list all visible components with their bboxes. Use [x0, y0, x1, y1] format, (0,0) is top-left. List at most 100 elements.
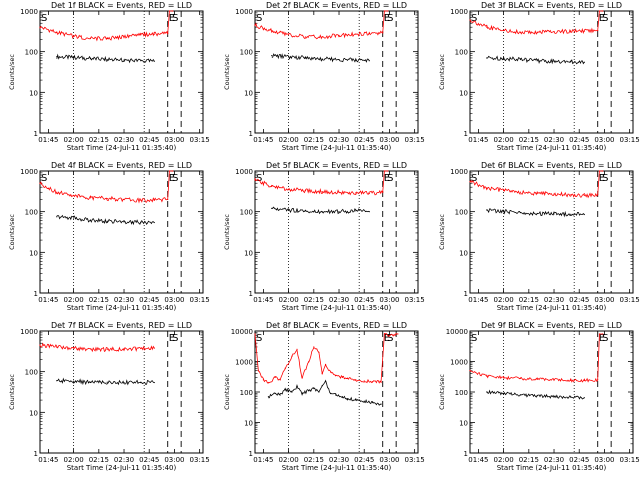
y-tick-label: 1000	[450, 8, 468, 16]
data-point-lld	[284, 367, 286, 369]
data-point-lld	[597, 379, 599, 381]
x-tick-label: 02:00	[279, 296, 299, 304]
marker-label-s: S	[172, 333, 178, 344]
y-tick-label: 10	[459, 249, 468, 257]
x-tick-label: 02:15	[519, 456, 539, 464]
x-tick-label: 03:00	[379, 136, 399, 144]
data-point-events	[153, 60, 155, 62]
data-point-lld	[262, 379, 265, 381]
data-point-lld	[380, 381, 382, 383]
data-point-events	[355, 399, 357, 401]
x-axis-label: Start Time (24-Jul-11 01:35:40)	[67, 304, 177, 312]
data-point-events	[153, 221, 155, 224]
series-line-lld	[469, 333, 603, 383]
data-point-lld	[39, 344, 41, 346]
data-point-events	[519, 394, 522, 396]
x-tick-label: 02:45	[569, 456, 589, 464]
chart-panel-8: Det 8f BLACK = Events, RED = LLD 1 10 100 10…	[223, 321, 425, 472]
marker-label-e: E	[384, 333, 390, 344]
x-tick-label: 02:00	[494, 296, 514, 304]
data-point-events	[288, 56, 290, 58]
marker-label-e: E	[169, 13, 175, 24]
data-point-lld	[503, 377, 505, 379]
data-point-events	[274, 392, 276, 394]
data-point-lld	[387, 10, 389, 12]
data-point-events	[106, 220, 108, 222]
x-tick-label: 03:00	[164, 136, 184, 144]
marker-label-s: S	[256, 13, 262, 24]
data-point-lld	[274, 376, 276, 379]
x-axis-label: Start Time (24-Jul-11 01:35:40)	[497, 304, 607, 312]
data-point-lld	[106, 37, 108, 40]
chart-panel-9: Det 9f BLACK = Events, RED = LLD 1 10 100 10…	[438, 321, 640, 472]
y-axis-label: Counts/sec	[223, 214, 231, 250]
marker-label-e: E	[384, 173, 390, 184]
data-point-lld	[89, 37, 92, 40]
data-point-lld	[368, 32, 370, 35]
y-tick-label: 1000	[450, 359, 468, 367]
data-point-lld	[321, 36, 323, 38]
data-point-events	[318, 391, 320, 393]
data-point-events	[324, 380, 327, 383]
data-point-events	[553, 396, 555, 398]
data-point-events	[583, 61, 585, 63]
x-tick-label: 02:30	[329, 296, 349, 304]
data-point-events	[330, 392, 332, 394]
y-tick-label: 100	[240, 49, 253, 57]
x-tick-label: 02:45	[139, 456, 159, 464]
data-point-lld	[257, 370, 259, 372]
x-tick-label: 01:45	[38, 456, 58, 464]
data-point-lld	[338, 34, 340, 37]
data-point-lld	[536, 378, 538, 380]
data-point-lld	[383, 10, 385, 12]
data-point-lld	[279, 379, 281, 381]
x-tick-label: 02:00	[64, 456, 84, 464]
chart-panel-3: Det 3f BLACK = Events, RED = LLD 1 10 100 10…	[438, 1, 640, 152]
data-point-events	[123, 381, 125, 384]
data-point-lld	[56, 31, 58, 33]
data-point-events	[56, 56, 58, 58]
x-axis-label: Start Time (24-Jul-11 01:35:40)	[282, 464, 392, 472]
x-axis-label: Start Time (24-Jul-11 01:35:40)	[497, 464, 607, 472]
data-point-lld	[73, 347, 75, 349]
data-point-lld	[346, 377, 349, 379]
data-point-lld	[597, 194, 599, 196]
chart-title: Det 3f BLACK = Events, RED = LLD	[481, 1, 622, 10]
data-point-lld	[291, 355, 293, 357]
x-tick-label: 02:00	[64, 136, 84, 144]
data-point-lld	[330, 371, 332, 373]
data-point-lld	[153, 33, 155, 35]
y-axis-label: Counts/sec	[438, 214, 446, 250]
y-tick-label: 100	[455, 209, 468, 217]
data-point-lld	[39, 26, 41, 28]
chart-title: Det 7f BLACK = Events, RED = LLD	[51, 321, 192, 330]
marker-label-s: S	[471, 13, 477, 24]
data-point-events	[123, 59, 125, 61]
series-line-lld	[254, 332, 398, 384]
data-point-events	[503, 211, 505, 213]
data-point-lld	[486, 375, 488, 377]
x-tick-label: 03:00	[164, 456, 184, 464]
y-tick-label: 100	[455, 389, 468, 397]
x-tick-label: 02:15	[89, 456, 109, 464]
x-tick-label: 02:45	[139, 136, 159, 144]
chart-title: Det 5f BLACK = Events, RED = LLD	[266, 161, 407, 170]
data-point-lld	[168, 170, 170, 172]
y-tick-label: 1	[249, 450, 253, 458]
x-tick-label: 03:15	[405, 136, 425, 144]
data-point-lld	[598, 333, 600, 335]
x-tick-label: 02:30	[114, 136, 134, 144]
x-tick-label: 02:45	[569, 296, 589, 304]
data-point-events	[284, 388, 286, 391]
marker-label-s: S	[602, 13, 608, 24]
data-point-events	[321, 58, 323, 60]
data-point-lld	[123, 36, 125, 38]
y-tick-label: 10000	[231, 328, 253, 336]
x-tick-label: 02:15	[519, 136, 539, 144]
data-point-events	[279, 394, 281, 396]
data-point-events	[301, 392, 303, 394]
data-point-events	[519, 58, 522, 61]
y-tick-label: 1	[249, 130, 253, 138]
data-point-lld	[519, 191, 522, 193]
data-point-lld	[382, 191, 384, 193]
